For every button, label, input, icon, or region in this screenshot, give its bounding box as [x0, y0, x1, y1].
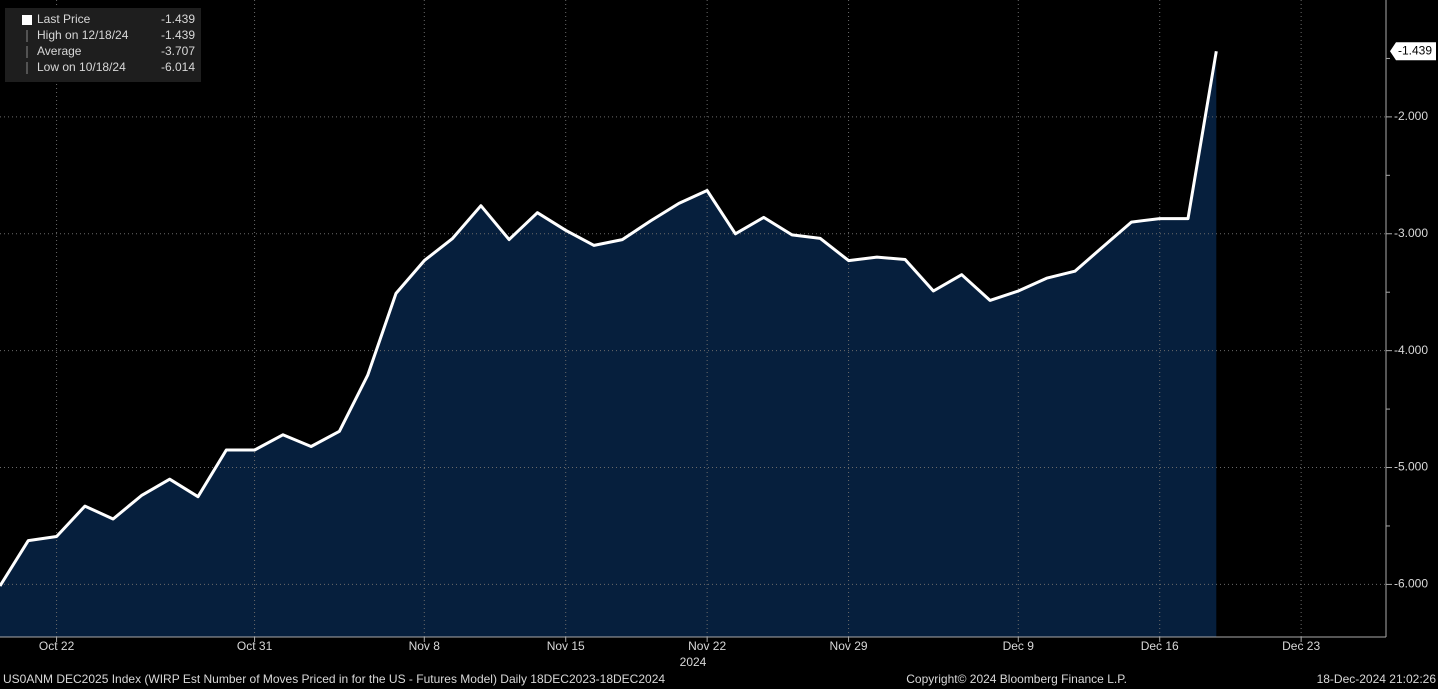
- legend-label: Low on 10/18/24: [37, 60, 126, 74]
- legend: Last Price -1.439 High on 12/18/24 -1.439 Av…: [22, 12, 195, 74]
- y-tick-label: -5.000: [1394, 460, 1428, 474]
- x-tick-label: Nov 15: [547, 639, 585, 653]
- x-tick-label: Dec 23: [1282, 639, 1320, 653]
- y-tick-label: -3.000: [1394, 226, 1428, 240]
- year-label: 2024: [680, 655, 707, 669]
- x-tick-label: Nov 8: [409, 639, 441, 653]
- legend-value: -6.014: [161, 60, 195, 74]
- y-tick-label: -4.000: [1394, 343, 1428, 357]
- legend-box: [5, 8, 201, 82]
- legend-value: -1.439: [161, 28, 195, 42]
- area-fill: [0, 51, 1217, 638]
- legend-swatch: [22, 15, 32, 25]
- x-tick-label: Nov 22: [688, 639, 726, 653]
- last-price-tag: [1390, 42, 1436, 61]
- footer-copyright: Copyright© 2024 Bloomberg Finance L.P.: [906, 672, 1127, 686]
- plot-area: [0, 0, 1386, 638]
- legend-value: -1.439: [161, 12, 195, 26]
- footer-description: US0ANM DEC2025 Index (WIRP Est Number of…: [3, 672, 665, 686]
- legend-label: Average: [37, 44, 82, 58]
- y-tick-label: -6.000: [1394, 577, 1428, 591]
- x-tick-label: Dec 16: [1141, 639, 1179, 653]
- legend-label: High on 12/18/24: [37, 28, 129, 42]
- last-price-label: -1.439: [1398, 43, 1432, 57]
- price-line: [0, 51, 1218, 587]
- legend-label: Last Price: [37, 12, 91, 26]
- x-tick-label: Dec 9: [1003, 639, 1035, 653]
- y-tick-label: -2.000: [1394, 109, 1428, 123]
- footer-timestamp: 18-Dec-2024 21:02:26: [1317, 672, 1437, 686]
- x-tick-label: Oct 31: [237, 639, 273, 653]
- x-tick-label: Oct 22: [39, 639, 75, 653]
- x-tick-label: Nov 29: [830, 639, 868, 653]
- legend-value: -3.707: [161, 44, 195, 58]
